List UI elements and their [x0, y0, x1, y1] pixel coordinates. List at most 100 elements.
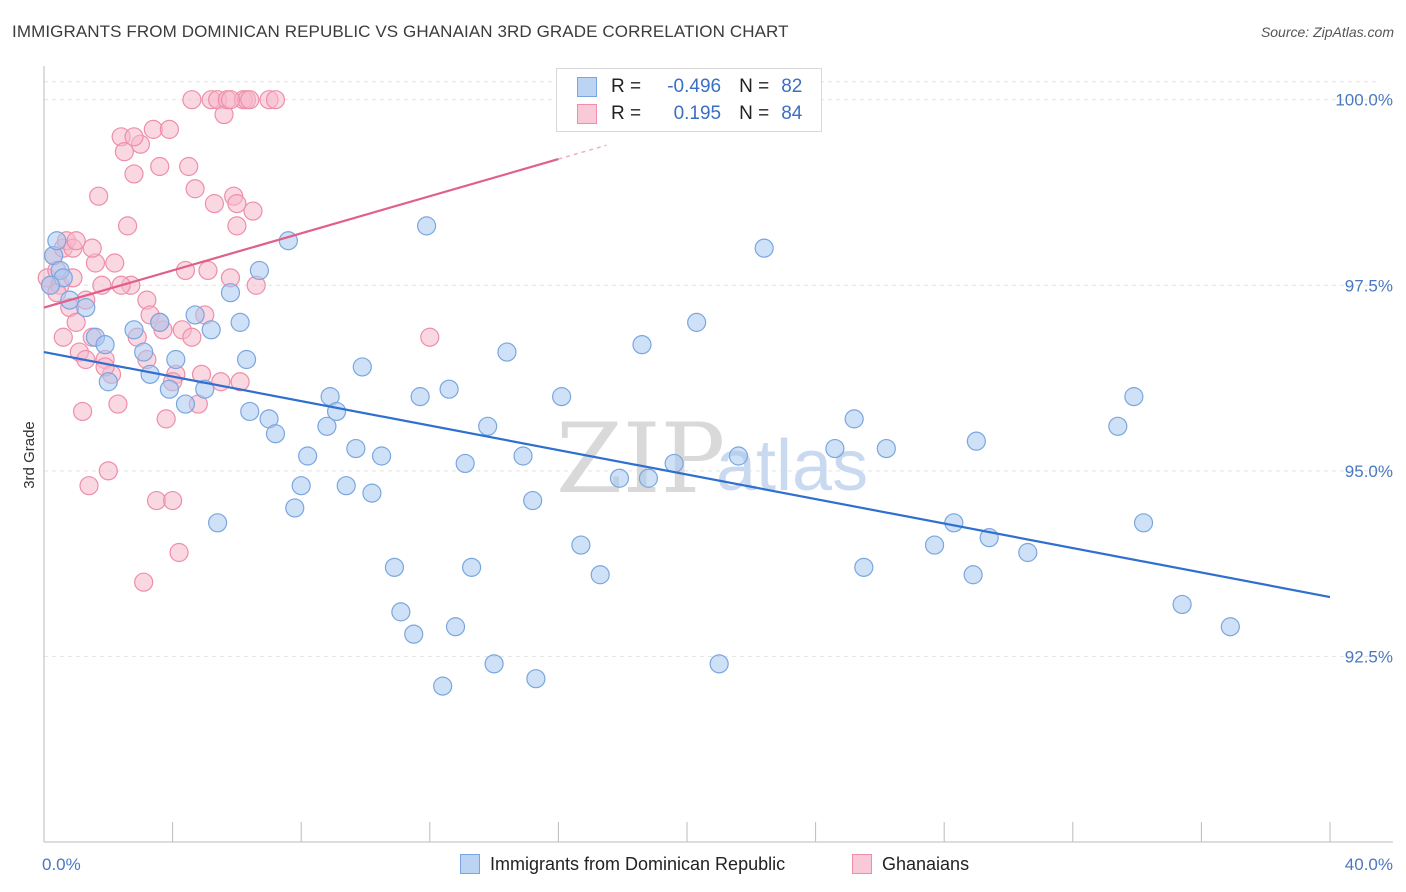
pink-point — [72, 401, 93, 422]
pink-point — [227, 194, 247, 214]
blue-point — [963, 565, 983, 585]
blue-point — [195, 379, 215, 399]
blue-point — [166, 349, 186, 370]
blue-point — [220, 283, 241, 303]
pink-point — [240, 90, 260, 110]
blue-point — [40, 275, 61, 295]
blue-point — [346, 438, 366, 459]
blue-point — [291, 476, 311, 496]
blue-point — [208, 513, 228, 533]
blue-point — [384, 557, 405, 577]
blue-point — [728, 446, 749, 466]
blue-point — [526, 669, 546, 689]
pink-point — [163, 490, 183, 511]
blue-trend-line — [43, 350, 1331, 599]
watermark-atlas: atlas — [716, 426, 868, 506]
blue-point — [249, 260, 270, 281]
pink-point — [243, 201, 263, 221]
blue-point — [1018, 542, 1038, 563]
watermark-zip: ZIP — [556, 403, 725, 515]
blue-point — [687, 312, 707, 332]
pink-point — [420, 327, 440, 347]
legend-item-blue: Immigrants from Dominican Republic — [460, 852, 785, 876]
blue-point — [513, 446, 533, 466]
pink-trend-line — [43, 158, 559, 309]
blue-point — [1172, 594, 1192, 615]
blue-point — [455, 453, 475, 474]
blue-swatch — [577, 77, 597, 97]
pink-point — [114, 142, 134, 162]
pink-legend-swatch — [852, 854, 872, 874]
pink-point — [265, 90, 286, 110]
blue-point — [484, 654, 504, 674]
legend-label-pink: Ghanaians — [882, 853, 970, 874]
blue-point — [571, 535, 591, 555]
axes: 92.5% 95.0% 97.5% 100.0% 0.0% 40.0% — [42, 66, 1393, 874]
pink-point — [98, 461, 118, 481]
pink-point — [66, 231, 86, 251]
r-label: R = — [611, 76, 642, 97]
pink-point — [182, 327, 202, 347]
blue-point — [664, 453, 684, 474]
pink-point — [169, 542, 189, 563]
blue-point — [326, 401, 347, 422]
grid-lines — [44, 81, 1380, 657]
pink-point — [105, 253, 125, 273]
blue-point — [159, 379, 179, 399]
trend-lines — [43, 144, 1331, 599]
blue-point — [416, 216, 437, 236]
pink-point — [124, 164, 144, 184]
blue-point — [478, 416, 498, 436]
blue-point — [1108, 416, 1128, 436]
blue-point — [609, 468, 630, 488]
blue-point — [124, 320, 144, 340]
blue-point — [445, 617, 466, 637]
blue-point — [175, 394, 196, 414]
pink-point — [204, 194, 224, 214]
pink-point — [182, 90, 202, 110]
pink-point — [134, 572, 154, 592]
blue-point — [371, 446, 392, 466]
blue-point — [317, 416, 337, 436]
blue-point — [134, 342, 154, 362]
pink-point — [89, 186, 109, 206]
data-points — [37, 90, 1240, 696]
y-tick-label: 95.0% — [1345, 462, 1393, 481]
y-axis-label: 3rd Grade — [21, 421, 38, 489]
blue-point — [265, 424, 286, 444]
blue-point — [497, 342, 517, 362]
pink-point — [82, 238, 102, 258]
pink-point — [179, 156, 199, 177]
blue-point — [590, 565, 610, 585]
blue-point — [1133, 513, 1154, 533]
y-tick-label: 100.0% — [1335, 91, 1393, 110]
blue-point — [201, 320, 221, 340]
blue-point — [285, 498, 305, 518]
pink-trend-extension — [558, 144, 607, 160]
pink-point — [220, 90, 241, 110]
blue-legend-swatch — [460, 854, 480, 874]
pink-point — [156, 409, 176, 429]
pink-point — [146, 490, 167, 511]
pink-point — [66, 312, 86, 332]
pink-swatch — [577, 104, 597, 124]
blue-point — [185, 305, 205, 325]
blue-point — [352, 357, 372, 377]
legend-label-blue: Immigrants from Dominican Republic — [490, 853, 786, 874]
pink-point — [79, 476, 99, 496]
blue-point — [944, 513, 964, 533]
blue-point — [236, 349, 257, 370]
pink-point — [124, 127, 144, 147]
pink-point — [159, 119, 179, 139]
source-label: Source: ZipAtlas.com — [1260, 24, 1394, 40]
blue-point — [240, 401, 260, 422]
blue-point — [95, 335, 115, 355]
blue-point — [854, 557, 874, 577]
pink-point — [108, 394, 128, 414]
pink-point — [227, 216, 247, 236]
blue-point — [825, 438, 845, 459]
blue-point — [638, 468, 659, 488]
blue-point — [336, 476, 356, 496]
y-tick-label: 92.5% — [1345, 647, 1393, 666]
